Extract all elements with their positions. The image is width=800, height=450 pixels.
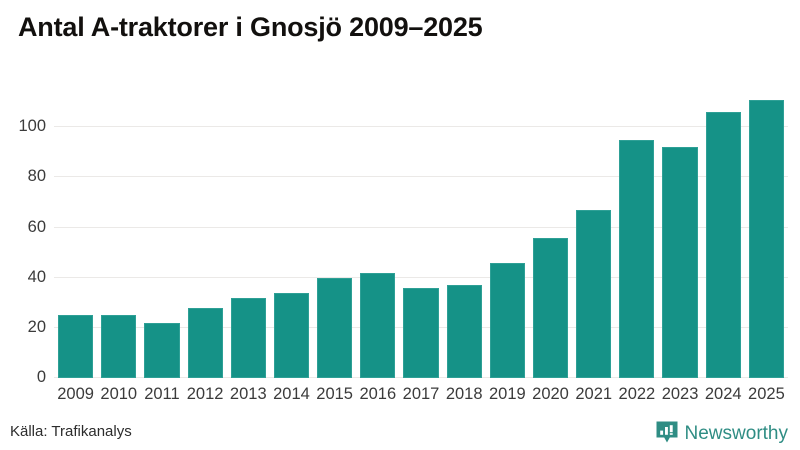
x-tick-label-2018: 2018 (445, 385, 483, 403)
x-tick-label-2019: 2019 (488, 385, 526, 403)
x-axis: 2009 2010 2011 2012 2013 2014 2015 2016 2017 2018… (54, 381, 788, 407)
bar-2025[interactable] (748, 82, 784, 378)
x-tick-label-2011: 2011 (144, 385, 180, 403)
bar-2024[interactable] (705, 82, 741, 378)
bar-2016[interactable] (360, 82, 396, 378)
bar-2020[interactable] (532, 82, 569, 378)
gridline-60: 60 (28, 218, 788, 234)
bar-rect (360, 272, 396, 378)
bar-2021[interactable] (576, 82, 612, 378)
x-tick-label-2021: 2021 (575, 385, 613, 403)
bar-rect (403, 287, 439, 378)
source-note: Källa: Trafikanalys (10, 423, 132, 440)
brand-name: Newsworthy (684, 422, 788, 444)
bar-rect (705, 112, 741, 378)
bar-rect (144, 322, 180, 378)
x-tick-label-2017: 2017 (402, 385, 440, 403)
x-tick-label-2009: 2009 (57, 385, 94, 403)
y-tick-label: 0 (36, 367, 46, 386)
x-tick-label-2016: 2016 (359, 385, 397, 403)
bar-rect (619, 139, 655, 378)
gridline-100: 100 (18, 118, 788, 134)
bar-2018[interactable] (446, 82, 482, 378)
bar-rect (317, 277, 353, 378)
bars-layer (54, 82, 788, 378)
x-tick-label-2023: 2023 (661, 385, 699, 403)
x-tick-label-2025: 2025 (748, 385, 785, 403)
y-tick-label: 20 (27, 317, 46, 336)
bar-2013[interactable] (230, 82, 266, 378)
bar-2014[interactable] (273, 82, 310, 378)
bar-rect (187, 307, 223, 378)
x-tick-label-2024: 2024 (704, 385, 742, 403)
gridline-80: 80 (28, 168, 788, 184)
bar-rect (662, 147, 698, 378)
y-tick-label: 60 (27, 217, 46, 236)
x-tick-label-2013: 2013 (229, 385, 267, 403)
bar-rect (57, 315, 94, 378)
y-tick-label: 100 (18, 116, 46, 135)
newsworthy-logo[interactable]: Newsworthy (656, 421, 788, 445)
newsworthy-bar-chart-pin-icon (656, 421, 678, 443)
x-tick-label-2012: 2012 (186, 385, 224, 403)
bar-rect (532, 237, 569, 378)
y-tick-label: 40 (27, 267, 46, 286)
x-tick-label-2014: 2014 (273, 385, 310, 403)
x-tick-label-2015: 2015 (316, 385, 353, 403)
bar-rect (576, 209, 612, 378)
bar-2009[interactable] (57, 82, 94, 378)
chart-footer: Källa: Trafikanalys Newsworthy (0, 418, 800, 450)
bar-2023[interactable] (662, 82, 698, 378)
bar-2019[interactable] (489, 82, 525, 378)
bar-2011[interactable] (144, 82, 180, 378)
bar-2017[interactable] (403, 82, 439, 378)
bar-rect (489, 262, 525, 378)
bar-2022[interactable] (619, 82, 655, 378)
bar-2010[interactable] (101, 82, 137, 378)
bar-rect (101, 315, 137, 378)
x-tick-label-2020: 2020 (532, 385, 569, 403)
bar-2015[interactable] (317, 82, 353, 378)
bar-rect (230, 297, 266, 378)
y-tick-label: 80 (27, 167, 46, 186)
bar-2012[interactable] (187, 82, 223, 378)
chart-title: Antal A-traktorer i Gnosjö 2009–2025 (18, 12, 483, 42)
x-tick-label-2022: 2022 (618, 385, 656, 403)
bar-rect (748, 99, 784, 378)
x-tick-label-2010: 2010 (100, 385, 138, 403)
gridline-40: 40 (28, 268, 788, 284)
bar-rect (446, 285, 482, 378)
plot-area: 0 20 40 60 80 100 (18, 82, 788, 385)
bar-rect (273, 292, 310, 378)
